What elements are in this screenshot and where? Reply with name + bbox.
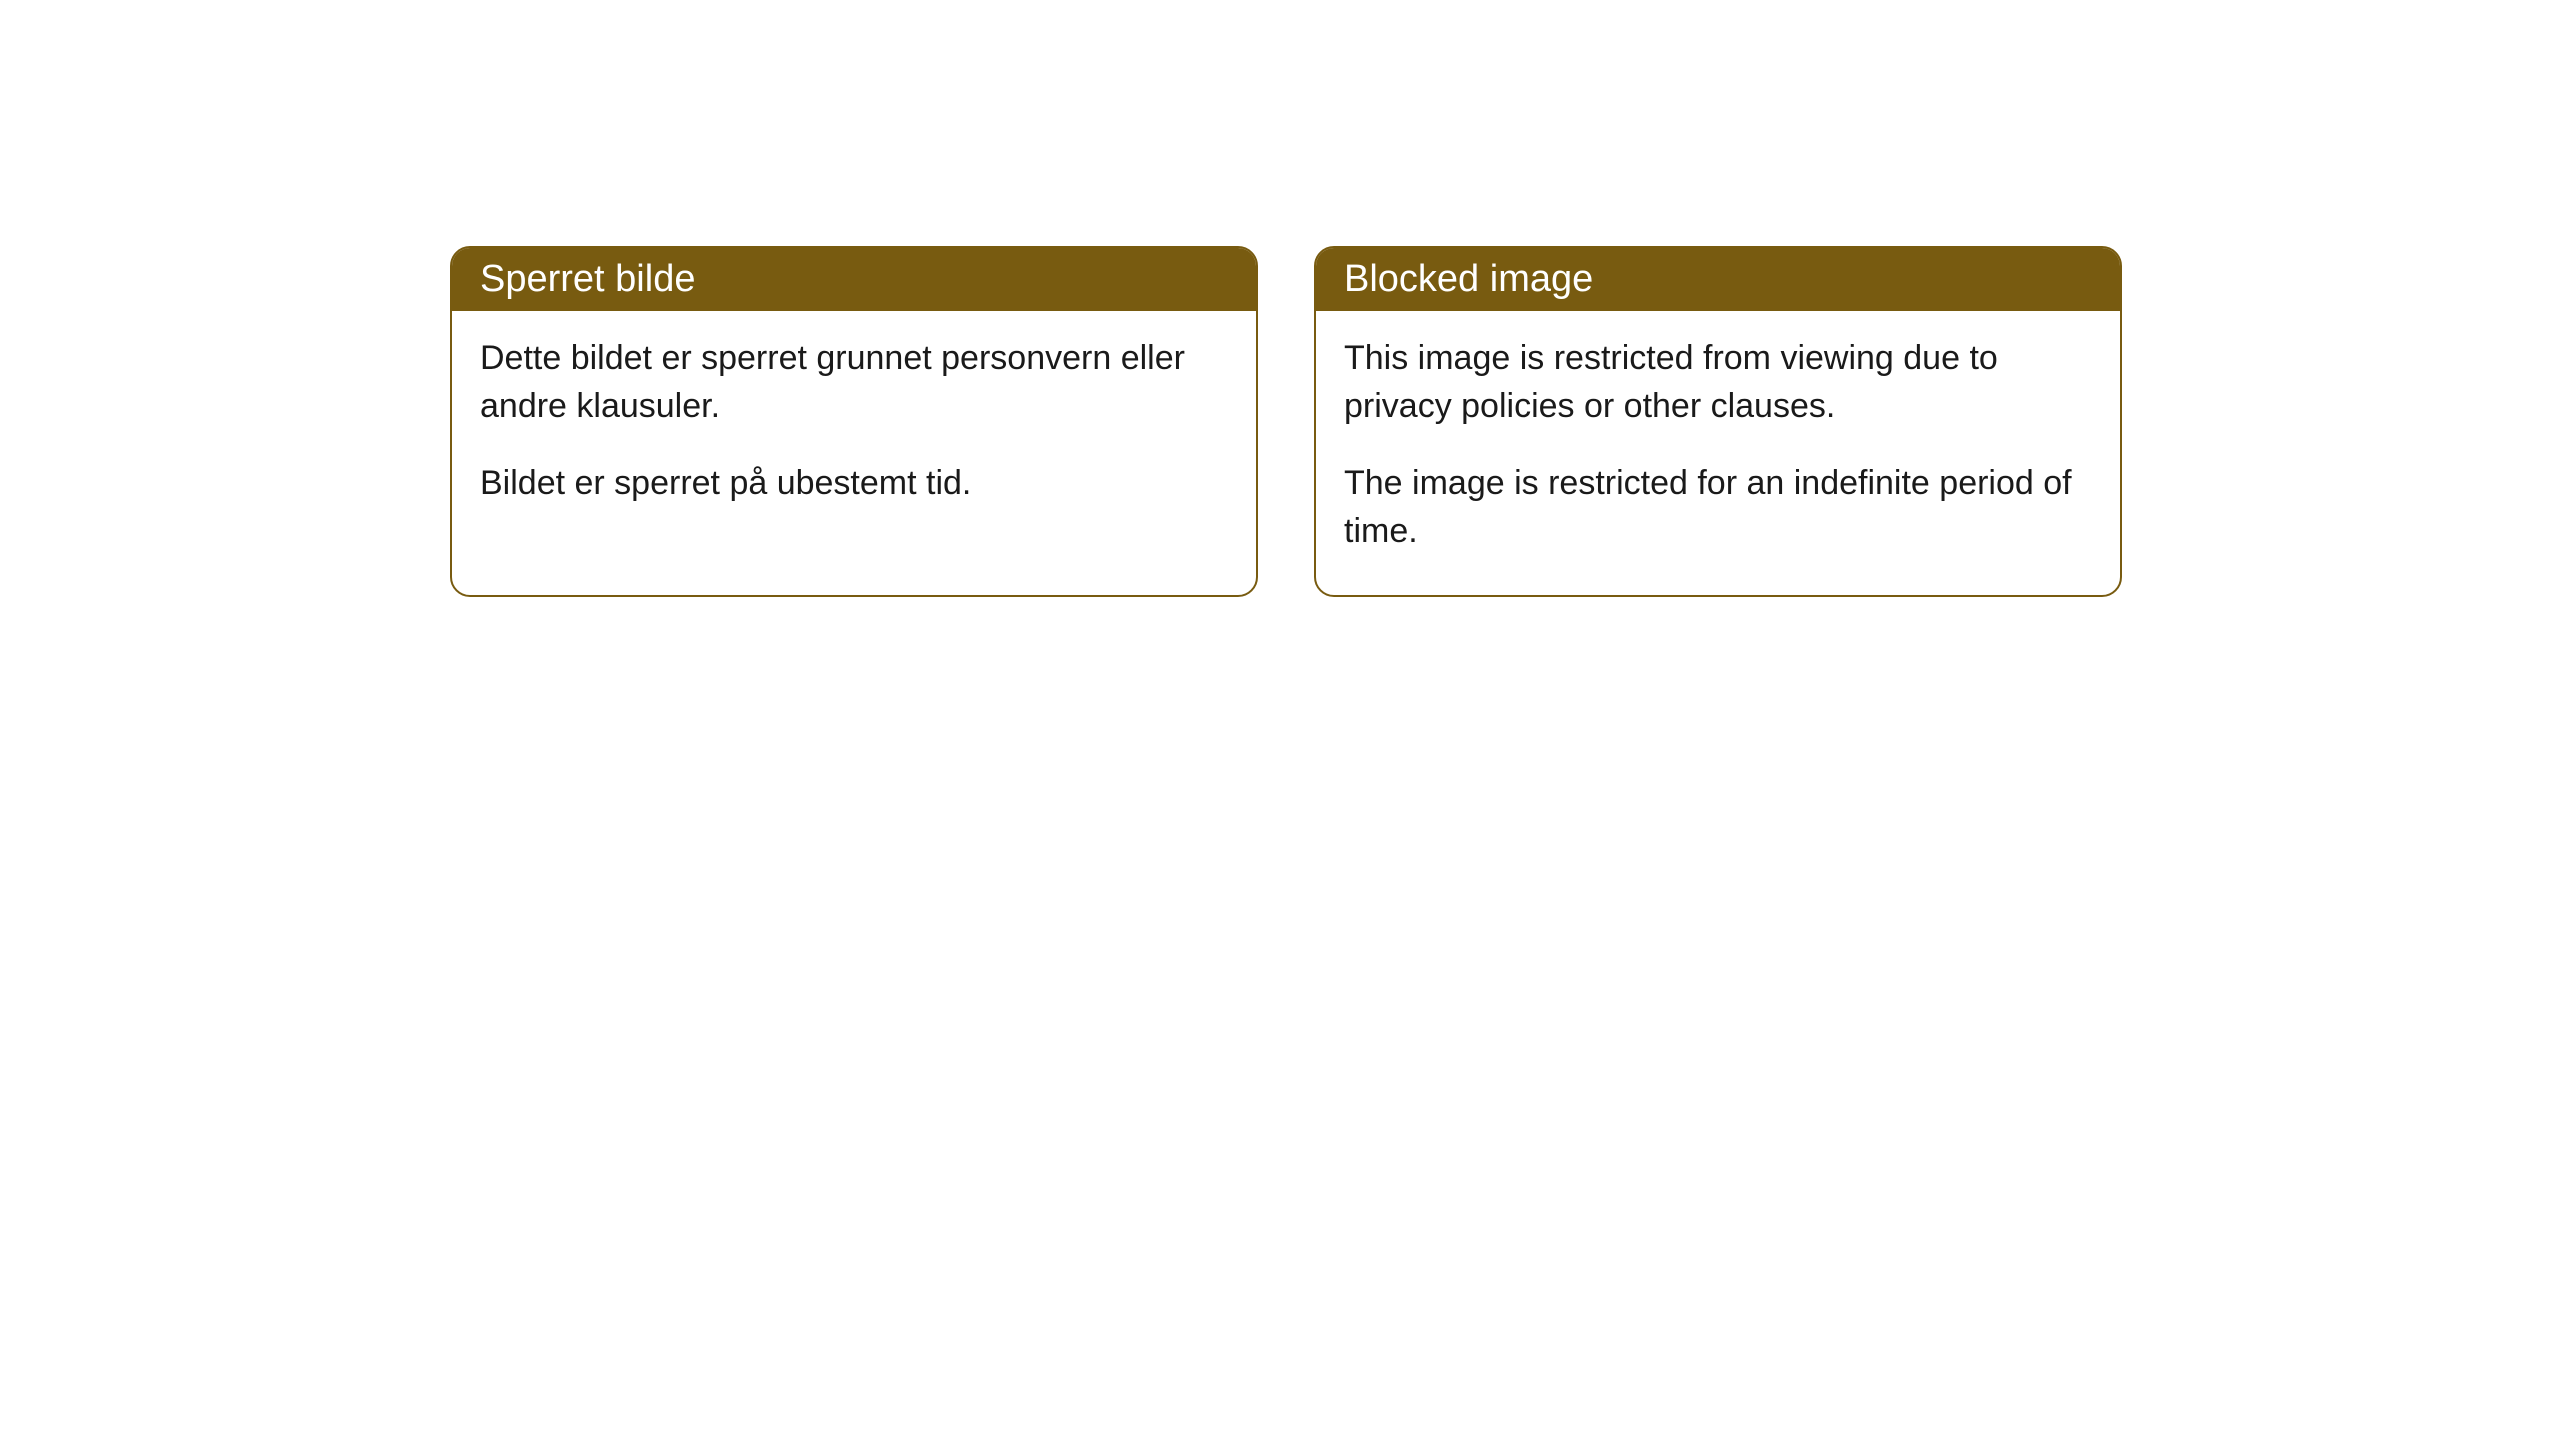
card-body-norwegian: Dette bildet er sperret grunnet personve… bbox=[452, 311, 1256, 548]
card-body-english: This image is restricted from viewing du… bbox=[1316, 311, 2120, 595]
card-text-english-2: The image is restricted for an indefinit… bbox=[1344, 460, 2092, 555]
cards-container: Sperret bilde Dette bildet er sperret gr… bbox=[450, 246, 2122, 597]
card-text-english-1: This image is restricted from viewing du… bbox=[1344, 335, 2092, 430]
card-header-english: Blocked image bbox=[1316, 248, 2120, 311]
card-norwegian: Sperret bilde Dette bildet er sperret gr… bbox=[450, 246, 1258, 597]
card-english: Blocked image This image is restricted f… bbox=[1314, 246, 2122, 597]
card-header-norwegian: Sperret bilde bbox=[452, 248, 1256, 311]
card-text-norwegian-1: Dette bildet er sperret grunnet personve… bbox=[480, 335, 1228, 430]
card-text-norwegian-2: Bildet er sperret på ubestemt tid. bbox=[480, 460, 1228, 508]
